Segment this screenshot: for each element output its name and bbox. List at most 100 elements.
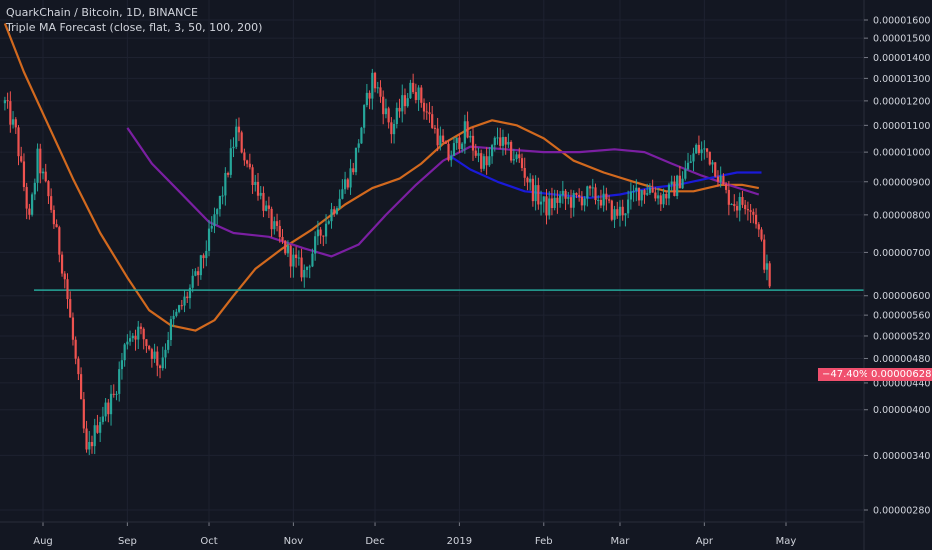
candle	[646, 183, 649, 196]
candle	[488, 146, 491, 167]
candle	[373, 71, 377, 93]
candle	[425, 103, 428, 120]
candle	[670, 175, 673, 191]
candle	[235, 118, 238, 150]
candle	[703, 140, 706, 160]
price-axis[interactable]: 0.00001600 0.00001500 0.00001400 0.00001300…	[864, 16, 930, 517]
x-tick-label: Sep	[118, 536, 137, 547]
moving-average-lines	[3, 23, 762, 332]
candle	[188, 284, 192, 309]
candle	[44, 163, 47, 183]
candle	[735, 201, 739, 218]
candle	[82, 392, 85, 434]
candle	[485, 147, 488, 175]
candle	[292, 248, 295, 278]
candle	[341, 179, 344, 200]
candle	[128, 330, 132, 346]
candle	[765, 254, 769, 281]
candle	[80, 367, 83, 400]
candle	[319, 227, 322, 244]
candle	[55, 219, 58, 228]
candle	[66, 273, 69, 309]
moving-average-blue	[447, 154, 762, 199]
y-tick-label: 0.00000440	[873, 378, 930, 389]
candle	[477, 147, 480, 163]
candle	[705, 148, 709, 158]
candle	[610, 199, 613, 222]
candle	[3, 96, 6, 111]
candle	[624, 213, 627, 227]
candle	[629, 182, 632, 210]
candle	[137, 320, 140, 350]
candle	[760, 227, 763, 242]
candle	[722, 173, 725, 185]
candle	[177, 304, 181, 314]
candle	[194, 268, 197, 277]
candle	[493, 136, 496, 152]
x-tick-label: Feb	[535, 536, 553, 547]
y-tick-label: 0.00001000	[873, 148, 930, 159]
candle	[602, 185, 605, 212]
candle	[286, 240, 290, 258]
candle	[678, 165, 681, 189]
candle	[686, 152, 690, 171]
candle	[379, 80, 382, 103]
candle	[537, 177, 540, 210]
candle	[167, 331, 170, 354]
y-tick-label: 0.00000340	[873, 451, 930, 462]
candle	[504, 136, 507, 155]
candle	[471, 127, 475, 161]
candle	[684, 160, 687, 181]
indicator-legend: Triple MA Forecast (close, flat, 3, 50, …	[6, 21, 263, 34]
candle	[474, 143, 477, 158]
candle	[158, 364, 162, 379]
candle	[60, 251, 64, 277]
candle	[414, 83, 417, 104]
candle	[597, 195, 600, 210]
candle	[210, 216, 213, 233]
candle	[662, 188, 665, 208]
candle	[281, 229, 284, 244]
candle	[390, 117, 393, 144]
candle	[754, 208, 758, 229]
candle	[267, 196, 270, 219]
candle	[757, 222, 760, 238]
candle	[52, 205, 55, 229]
candle	[501, 129, 505, 156]
candle	[112, 384, 115, 398]
candle	[482, 153, 486, 171]
candle	[186, 291, 189, 303]
candle	[659, 192, 662, 212]
y-tick-label: 0.00001100	[873, 121, 930, 132]
candle	[256, 173, 260, 201]
candle	[22, 153, 26, 192]
x-tick-label: 2019	[447, 536, 472, 547]
candle	[714, 162, 717, 178]
candle	[616, 201, 619, 219]
candle	[197, 266, 200, 286]
candle	[583, 196, 586, 212]
candle	[627, 190, 630, 219]
candle	[28, 203, 31, 220]
candle	[496, 127, 499, 145]
time-axis[interactable]: Aug Sep Oct Nov Dec 2019 Feb Mar Apr May	[0, 521, 864, 547]
y-tick-label: 0.00000560	[873, 311, 930, 322]
candle	[441, 129, 445, 143]
candle	[343, 171, 347, 194]
candle	[368, 90, 371, 110]
candle	[738, 192, 741, 222]
candle	[545, 189, 548, 225]
candle	[744, 200, 747, 215]
candle	[172, 310, 175, 328]
candle	[273, 216, 276, 235]
candle	[90, 435, 94, 454]
candle	[123, 342, 126, 367]
candle	[447, 139, 450, 162]
y-tick-label: 0.00000400	[873, 405, 930, 416]
y-tick-label: 0.00001500	[873, 34, 930, 45]
candle	[431, 105, 434, 130]
candle	[605, 187, 608, 211]
candle	[314, 231, 317, 261]
candle	[47, 180, 50, 205]
